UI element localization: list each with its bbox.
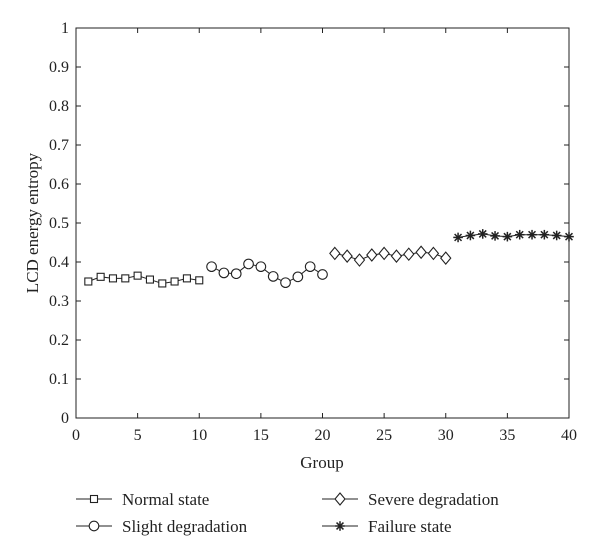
data-point-severe-degradation xyxy=(403,247,415,262)
plot-frame xyxy=(75,27,570,419)
data-point-normal-state xyxy=(84,277,93,286)
legend-marker-failure-state xyxy=(335,521,345,531)
legend-marker-severe-degradation xyxy=(334,492,346,506)
x-tick-label: 10 xyxy=(191,427,207,444)
data-point-slight-degradation xyxy=(243,258,254,270)
data-point-severe-degradation xyxy=(341,249,353,264)
y-tick-label: 0.2 xyxy=(49,332,69,349)
y-axis-label: LCD energy entropy xyxy=(23,152,42,293)
y-tick-label: 0.3 xyxy=(49,293,69,310)
data-point-normal-state xyxy=(96,272,105,281)
y-tick-label: 0 xyxy=(61,410,69,427)
data-point-failure-state xyxy=(453,232,463,243)
y-tick-label: 0.4 xyxy=(49,254,69,271)
x-tick-label: 0 xyxy=(72,427,80,444)
series-line-normal-state xyxy=(88,275,200,284)
x-axis: 0 5 10 15 20 25 30 35 40 xyxy=(72,28,577,444)
data-point-slight-degradation xyxy=(267,271,279,282)
data-point-failure-state xyxy=(564,231,574,242)
y-tick-label: 0.7 xyxy=(49,137,69,154)
x-tick-label: 35 xyxy=(499,427,515,444)
data-point-slight-degradation xyxy=(280,277,291,289)
data-point-slight-degradation xyxy=(206,261,217,273)
legend-label-normal-state: Normal state xyxy=(122,490,209,509)
legend-label-failure-state: Failure state xyxy=(368,517,452,536)
legend-label-slight-degradation: Slight degradation xyxy=(122,517,248,536)
series-line-slight-degradation xyxy=(211,263,323,284)
data-point-slight-degradation xyxy=(230,268,242,280)
legend-label-severe-degradation: Severe degradation xyxy=(368,490,499,509)
x-tick-label: 20 xyxy=(315,427,331,444)
data-point-slight-degradation xyxy=(255,261,267,273)
legend-marker-slight-degradation xyxy=(88,520,100,532)
x-axis-label: Group xyxy=(300,453,343,472)
data-point-failure-state xyxy=(465,230,476,241)
data-point-failure-state xyxy=(490,231,500,241)
data-point-slight-degradation xyxy=(317,269,328,280)
data-point-severe-degradation xyxy=(378,246,390,261)
y-axis: 0 0.1 0.2 0.3 0.4 0.5 0.6 0.7 0.8 0.9 1 xyxy=(49,20,569,427)
data-point-failure-state xyxy=(539,229,550,240)
y-tick-label: 1 xyxy=(61,20,69,37)
data-point-normal-state xyxy=(158,279,167,288)
data-point-normal-state xyxy=(170,277,179,286)
data-point-failure-state xyxy=(527,229,537,240)
data-point-failure-state xyxy=(551,230,562,241)
data-point-slight-degradation xyxy=(292,271,304,283)
legend-marker-normal-state xyxy=(89,494,99,504)
data-point-failure-state xyxy=(514,229,525,240)
data-point-normal-state xyxy=(108,274,118,283)
data-point-failure-state xyxy=(502,231,513,242)
data-point-slight-degradation xyxy=(218,267,230,279)
y-tick-label: 0.6 xyxy=(49,176,69,193)
data-point-severe-degradation xyxy=(366,248,378,262)
x-tick-label: 15 xyxy=(253,427,269,444)
data-point-severe-degradation xyxy=(440,251,452,265)
data-point-normal-state xyxy=(182,274,191,283)
series-layer xyxy=(84,229,574,289)
series-line-failure-state xyxy=(457,233,570,238)
series-line-severe-degradation xyxy=(334,251,446,261)
y-tick-label: 0.8 xyxy=(49,98,69,115)
y-tick-label: 0.9 xyxy=(49,59,69,76)
data-point-slight-degradation xyxy=(304,261,316,273)
data-point-severe-degradation xyxy=(329,246,341,261)
x-tick-label: 40 xyxy=(561,427,577,444)
x-tick-label: 25 xyxy=(376,427,392,444)
data-point-severe-degradation xyxy=(415,245,427,260)
data-point-severe-degradation xyxy=(427,246,440,261)
data-point-normal-state xyxy=(133,271,142,280)
legend: Normal state Severe degradation Slight deg… xyxy=(76,490,499,536)
y-tick-label: 0.1 xyxy=(49,371,69,388)
data-point-severe-degradation xyxy=(390,249,403,264)
data-point-failure-state xyxy=(477,229,488,239)
x-tick-label: 30 xyxy=(438,427,454,444)
x-tick-label: 5 xyxy=(134,427,142,444)
y-tick-label: 0.5 xyxy=(49,215,69,232)
data-point-normal-state xyxy=(145,275,154,284)
data-point-normal-state xyxy=(121,274,130,283)
data-point-severe-degradation xyxy=(353,253,366,267)
data-point-normal-state xyxy=(195,276,204,285)
